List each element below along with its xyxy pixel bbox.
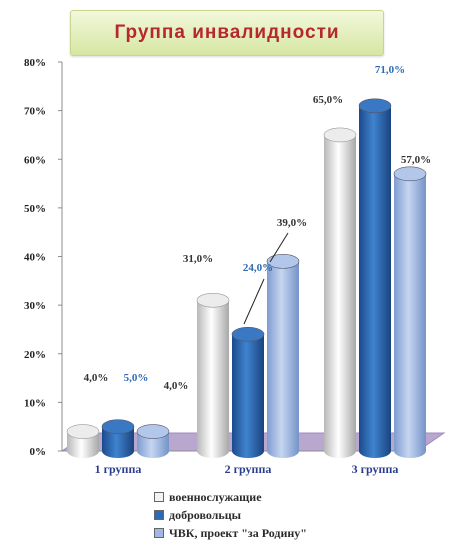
y-tick-label: 0% [30, 446, 47, 458]
bar-base [359, 444, 391, 458]
bar [323, 127, 357, 458]
bar-top-cap [266, 254, 300, 269]
bar-body [197, 300, 229, 451]
data-label: 39,0% [277, 217, 307, 229]
bar-base [394, 444, 426, 458]
chart-title-box: Группа инвалидности [70, 10, 384, 56]
x-category-label: 1 группа [95, 462, 142, 476]
label-leader-line [243, 278, 265, 325]
y-tick-label: 50% [24, 203, 46, 215]
bar-top-cap [231, 326, 265, 342]
legend: военнослужащие добровольцы ЧВК, проект "за… [154, 488, 307, 542]
bar [231, 326, 265, 458]
y-tick-label: 80% [24, 57, 46, 69]
legend-label: добровольцы [169, 507, 242, 522]
legend-swatch [154, 492, 164, 502]
y-tick-label: 70% [24, 106, 46, 118]
bar-base [197, 444, 229, 458]
bar-top-cap [136, 424, 170, 439]
bar-body [394, 173, 426, 451]
data-label: 57,0% [401, 154, 431, 166]
bar-base [324, 444, 356, 458]
data-label: 4,0% [84, 372, 109, 384]
bar [136, 424, 170, 458]
data-label: 4,0% [164, 380, 189, 392]
bar-top-cap [66, 424, 100, 439]
bar-base [102, 444, 134, 458]
bar-body [359, 105, 391, 451]
bar-top-cap [101, 419, 135, 434]
data-label: 24,0% [243, 262, 273, 274]
bar [358, 98, 392, 458]
legend-swatch [154, 528, 164, 538]
legend-swatch [154, 510, 164, 520]
bar-top-cap [393, 166, 427, 182]
bar [393, 166, 427, 458]
bar-top-cap [196, 292, 230, 308]
legend-item: добровольцы [154, 506, 307, 524]
legend-item: военнослужащие [154, 488, 307, 506]
bar [66, 424, 100, 458]
y-tick-label: 40% [24, 252, 46, 264]
bar-body [324, 134, 356, 451]
data-label: 65,0% [313, 94, 343, 106]
x-category-label: 3 группа [352, 462, 399, 476]
data-label: 5,0% [124, 372, 149, 384]
bar [266, 254, 300, 458]
data-label: 31,0% [183, 253, 213, 265]
bar [101, 419, 135, 458]
legend-label: военнослужащие [169, 489, 262, 504]
x-category-label: 2 группа [225, 462, 272, 476]
y-tick-label: 20% [24, 349, 46, 361]
chart-title: Группа инвалидности [114, 22, 340, 43]
bar [196, 292, 230, 458]
bar-base [232, 444, 264, 458]
bar-body [267, 261, 299, 451]
y-tick-label: 10% [24, 397, 46, 409]
legend-label: ЧВК, проект "за Родину" [169, 525, 307, 540]
bar-top-cap [358, 98, 392, 114]
data-label: 71,0% [375, 64, 405, 76]
legend-item: ЧВК, проект "за Родину" [154, 524, 307, 542]
y-tick-label: 60% [24, 154, 46, 166]
bar-base [67, 444, 99, 458]
bar-base [267, 444, 299, 458]
bar-base [137, 444, 169, 458]
label-leader-line [269, 232, 289, 263]
y-tick-label: 30% [24, 300, 46, 312]
bar-body [232, 334, 264, 451]
bar-top-cap [323, 127, 357, 143]
